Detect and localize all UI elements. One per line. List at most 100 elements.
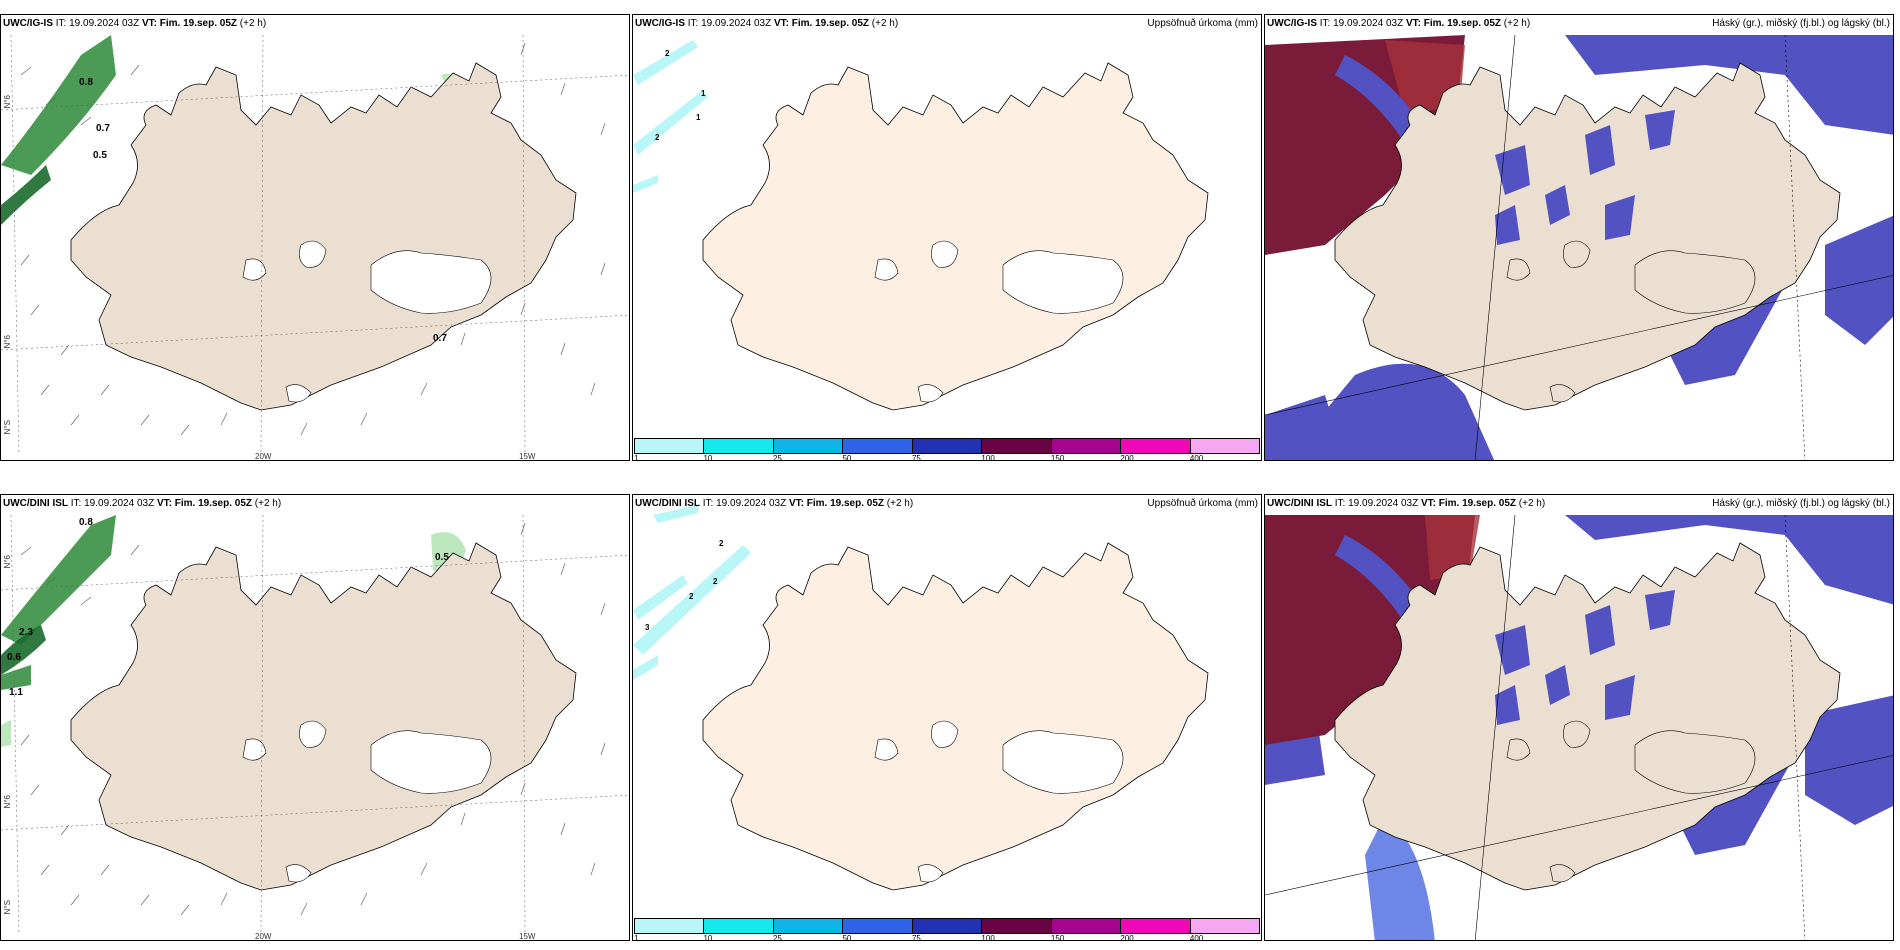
colorbar-tick: 400 [1189,934,1204,941]
panel-header: UWC/IG-IS IT: 19.09.2024 03Z VT: Fim. 19… [635,18,898,29]
wind-label: 0.8 [79,517,93,528]
panel-wind-igis: UWC/IG-IS IT: 19.09.2024 03Z VT: Fim. 19… [0,14,630,461]
panel-header: UWC/DINI ISL IT: 19.09.2024 03Z VT: Fim.… [3,498,281,509]
precip-label: 2 [713,577,718,586]
precip-label: 2 [719,539,724,548]
colorbar-swatch [982,439,1052,453]
colorbar-tick: 75 [911,934,921,941]
colorbar-tick: 10 [703,454,713,461]
colorbar-swatch [843,439,913,453]
colorbar-swatch [773,439,844,453]
precip-label: 2 [655,133,660,142]
wind-label: 0.6 [7,652,21,663]
precip-colorbar: 1 10 25 50 75 100 150 200 400 [633,438,1261,460]
model-name: UWC/DINI ISL [1267,498,1332,509]
lat-label: N°6 [3,795,12,809]
precip-label: 1 [701,89,706,98]
cloud-map [1265,514,1893,940]
cloud-title: Háský (gr.), miðský (fj.bl.) og lágský (… [1712,18,1890,29]
vt-label: VT: [1420,498,1436,509]
colorbar-swatch [635,439,705,453]
colorbar-swatch [1190,919,1259,933]
vt-label: VT: [788,498,804,509]
wind-label: 0.5 [435,552,449,563]
model-name: UWC/IG-IS [635,18,685,29]
lat-label: N°6 [3,555,12,569]
vt-label: VT: [141,18,157,29]
colorbar-tick: 150 [1050,934,1065,941]
offset: (+2 h) [871,18,899,29]
colorbar-swatch [912,439,983,453]
precip-label: 2 [689,592,694,601]
cloud-map [1265,34,1893,460]
model-name: UWC/DINI ISL [3,498,68,509]
lat-label: N°6 [3,335,12,349]
colorbar-swatch [1190,439,1259,453]
precip-colorbar: 1 10 25 50 75 100 150 200 400 [633,918,1261,940]
vt-value: Fim. 19.sep. 05Z [159,18,238,29]
colorbar-swatch [773,919,844,933]
colorbar-swatch [982,919,1052,933]
wind-map [1,34,629,456]
colorbar-tick: 10 [703,934,713,941]
init-time: IT: 19.09.2024 03Z [70,498,155,509]
lon-label: 15W [519,932,536,941]
vt-value: Fim. 19.sep. 05Z [1423,18,1502,29]
colorbar-tick: 400 [1189,454,1204,461]
colorbar-tick: 150 [1050,454,1065,461]
init-time: IT: 19.09.2024 03Z [687,18,772,29]
init-time: IT: 19.09.2024 03Z [55,18,140,29]
wind-label: 0.8 [79,77,93,88]
panel-header: UWC/DINI ISL IT: 19.09.2024 03Z VT: Fim.… [635,498,913,509]
wind-label: 0.5 [93,150,107,161]
precip-title: Uppsöfnuð úrkoma (mm) [1147,498,1258,509]
precip-label: 3 [645,623,650,632]
panel-cloud-dini: UWC/DINI ISL IT: 19.09.2024 03Z VT: Fim.… [1264,494,1894,941]
vt-value: Fim. 19.sep. 05Z [1438,498,1517,509]
colorbar-swatch [704,919,774,933]
colorbar-tick: 100 [981,454,995,461]
colorbar-tick: 25 [772,454,782,461]
precip-label: 1 [696,113,701,122]
lon-label: 15W [519,452,536,461]
wind-label: 0.7 [96,123,110,134]
colorbar-tick: 200 [1120,454,1134,461]
model-name: UWC/IG-IS [3,18,53,29]
offset: (+2 h) [1518,498,1546,509]
wind-map [1,514,629,936]
model-name: UWC/IG-IS [1267,18,1317,29]
colorbar-tick: 50 [842,934,852,941]
vt-label: VT: [156,498,172,509]
offset: (+2 h) [239,18,267,29]
vt-value: Fim. 19.sep. 05Z [174,498,253,509]
colorbar-tick: 1 [634,934,639,941]
panel-wind-dini: UWC/DINI ISL IT: 19.09.2024 03Z VT: Fim.… [0,494,630,941]
colorbar-tick: 50 [842,454,852,461]
colorbar-swatch [1121,439,1191,453]
panel-precip-igis: UWC/IG-IS IT: 19.09.2024 03Z VT: Fim. 19… [632,14,1262,461]
colorbar-swatch [1051,439,1122,453]
colorbar-tick: 75 [911,454,921,461]
colorbar-swatch [1051,919,1122,933]
colorbar-ticks: 1 10 25 50 75 100 150 200 400 [634,454,1260,461]
colorbar-tick: 100 [981,934,995,941]
precip-label: 2 [665,49,670,58]
vt-label: VT: [773,18,789,29]
colorbar-swatches [634,918,1260,934]
panel-header: UWC/DINI ISL IT: 19.09.2024 03Z VT: Fim.… [1267,498,1545,509]
colorbar-swatch [912,919,983,933]
panel-header: UWC/IG-IS IT: 19.09.2024 03Z VT: Fim. 19… [3,18,266,29]
colorbar-ticks: 1 10 25 50 75 100 150 200 400 [634,934,1260,941]
colorbar-swatch [704,439,774,453]
model-name: UWC/DINI ISL [635,498,700,509]
precip-map [633,40,1209,411]
lon-label: 20W [255,452,272,461]
init-time: IT: 19.09.2024 03Z [1319,18,1404,29]
precip-title: Uppsöfnuð úrkoma (mm) [1147,18,1258,29]
precip-map [633,505,1209,891]
init-time: IT: 19.09.2024 03Z [702,498,787,509]
wind-label: 0.7 [433,333,447,344]
panel-header: UWC/IG-IS IT: 19.09.2024 03Z VT: Fim. 19… [1267,18,1530,29]
lat-label: N°S [3,420,12,435]
colorbar-tick: 25 [772,934,782,941]
